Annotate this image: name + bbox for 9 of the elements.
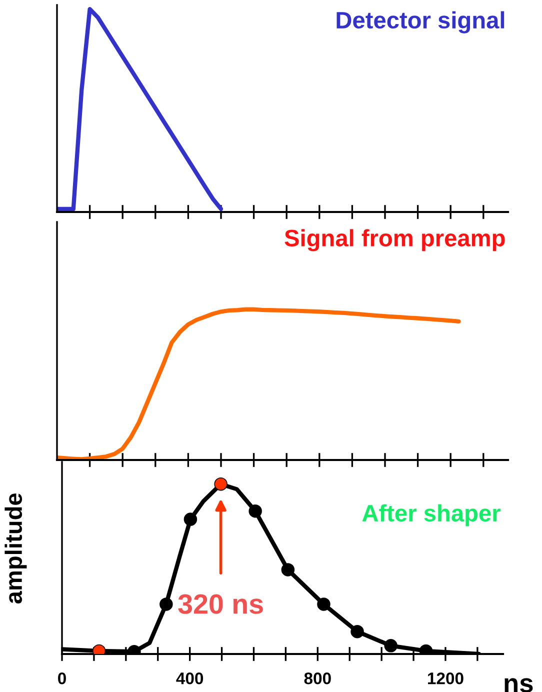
x-tick-label: 800 <box>304 672 331 684</box>
x-tick-label: 1200 <box>428 672 464 684</box>
x-tick-label: 0 <box>58 672 66 684</box>
x-tick-label: 400 <box>176 672 204 684</box>
chart-title: Detector signal <box>336 11 504 34</box>
y-axis-title: amplitude <box>4 493 27 604</box>
annotation: 320 ns <box>178 594 263 614</box>
text: After shaper <box>362 504 500 526</box>
chart-title: Signal from preamp <box>284 229 505 252</box>
